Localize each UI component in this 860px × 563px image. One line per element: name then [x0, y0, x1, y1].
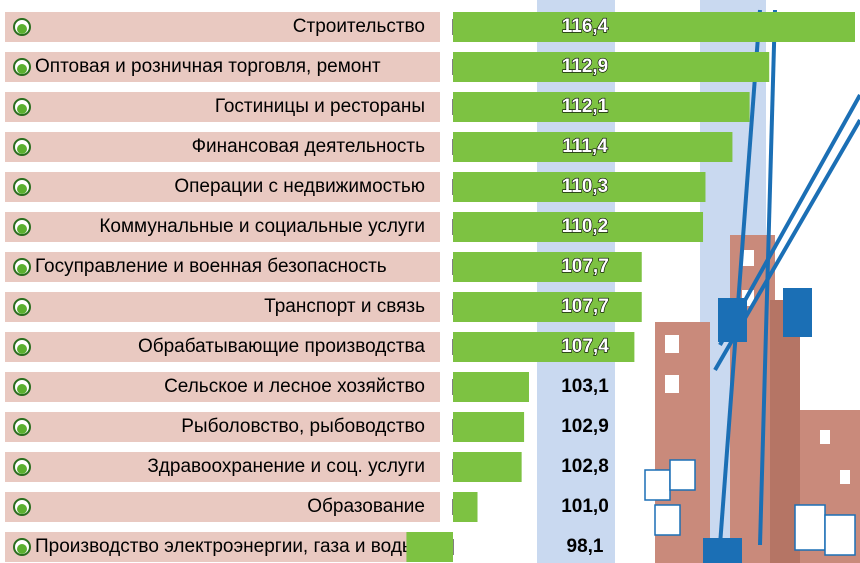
value-label: 107,4 — [561, 336, 609, 357]
bullet-dot — [17, 184, 27, 194]
value-label: 98,1 — [567, 536, 604, 557]
value-label: 102,9 — [561, 416, 609, 437]
bullet-dot — [17, 264, 27, 274]
bar — [453, 492, 478, 522]
category-label: Коммунальные и социальные услуги — [99, 216, 425, 237]
chart: Строительство 116,4 Оптовая и розничная то… — [0, 0, 860, 563]
category-label: Финансовая деятельность — [192, 136, 426, 157]
bullet-dot — [17, 464, 27, 474]
category-label: Обрабатывающие производства — [138, 336, 425, 357]
bullet-dot — [17, 224, 27, 234]
category-label: Строительство — [293, 16, 425, 37]
bullet-dot — [17, 384, 27, 394]
value-label: 110,3 — [562, 176, 609, 197]
bullet-dot — [17, 544, 27, 554]
bar — [453, 252, 642, 282]
value-label: 101,0 — [561, 496, 609, 517]
bullet-dot — [17, 424, 27, 434]
value-label: 107,7 — [561, 296, 609, 317]
buildings — [655, 235, 860, 563]
category-label: Операции с недвижимостью — [174, 176, 425, 197]
value-label: 112,1 — [562, 96, 609, 117]
bullet-dot — [17, 24, 27, 34]
bar — [453, 372, 529, 402]
category-label: Госуправление и военная безопасность — [35, 256, 387, 277]
bullet-dot — [17, 104, 27, 114]
bullet-dot — [17, 304, 27, 314]
bar — [406, 532, 453, 562]
bullet-dot — [17, 64, 27, 74]
value-label: 102,8 — [561, 456, 609, 477]
value-label: 112,9 — [562, 56, 609, 77]
category-label: Здравоохранение и соц. услуги — [147, 456, 425, 477]
value-label: 107,7 — [561, 256, 609, 277]
bullet-dot — [17, 144, 27, 154]
category-label: Гостиницы и рестораны — [215, 96, 425, 117]
bar — [453, 452, 522, 482]
bar — [453, 52, 769, 82]
bar — [453, 12, 855, 42]
value-label: 110,2 — [562, 216, 609, 237]
value-label: 111,4 — [562, 136, 608, 157]
bar — [453, 412, 524, 442]
bullet-dot — [17, 504, 27, 514]
category-label: Производство электроэнергии, газа и воды — [35, 536, 416, 557]
category-label: Сельское и лесное хозяйство — [164, 376, 425, 397]
category-label: Рыболовство, рыбоводство — [181, 416, 425, 437]
value-label: 103,1 — [561, 376, 609, 397]
bullet-dot — [17, 344, 27, 354]
bar — [453, 292, 642, 322]
value-label: 116,4 — [562, 16, 609, 37]
category-label: Оптовая и розничная торговля, ремонт — [35, 56, 381, 77]
category-label: Транспорт и связь — [264, 296, 425, 317]
category-label: Образование — [307, 496, 425, 517]
